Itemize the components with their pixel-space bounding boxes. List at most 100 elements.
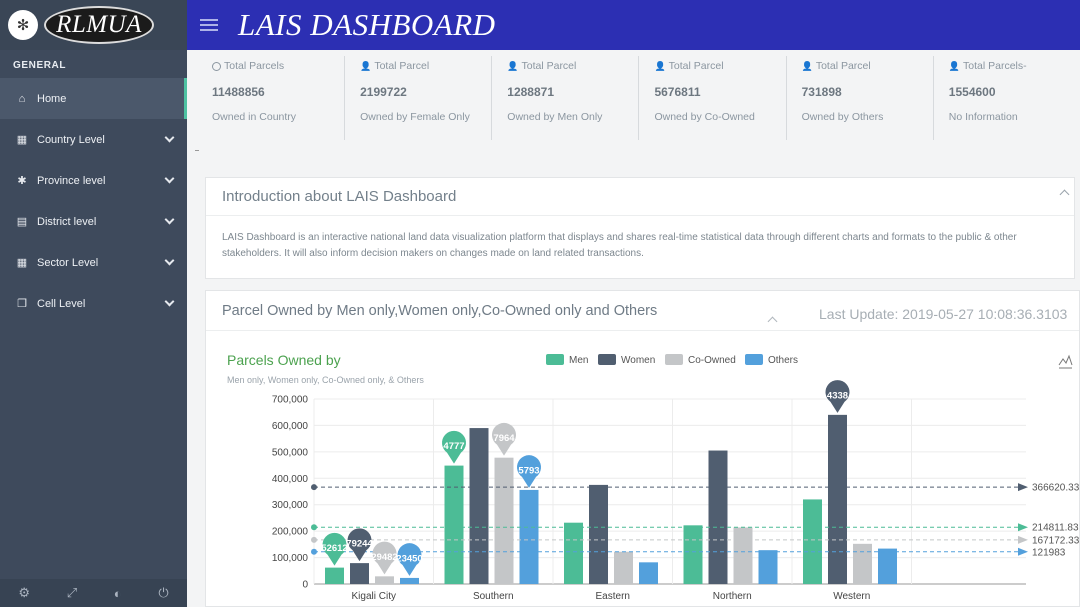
logo-text: RLMUA bbox=[56, 11, 142, 38]
bar bbox=[853, 543, 872, 584]
fullscreen-icon[interactable]: ⤢ bbox=[66, 585, 78, 600]
average-line-arrow bbox=[1018, 523, 1028, 532]
bar bbox=[733, 527, 753, 584]
bar bbox=[683, 525, 703, 584]
stat-label-text: Total Parcel bbox=[521, 60, 577, 72]
menu-toggle-icon[interactable] bbox=[200, 16, 218, 34]
intro-text: LAIS Dashboard is an interactive nationa… bbox=[222, 232, 1017, 259]
legend-swatch bbox=[665, 354, 683, 365]
average-line-label: 121983 bbox=[1032, 547, 1066, 558]
average-line-label: 214811.83 bbox=[1032, 523, 1079, 534]
sidebar-item-home[interactable]: ⌂ Home bbox=[0, 78, 187, 119]
marker-pin bbox=[372, 541, 397, 575]
chevron-down-icon bbox=[164, 173, 175, 184]
y-tick-label: 400,000 bbox=[272, 474, 309, 485]
page-title: LAIS DASHBOARD bbox=[238, 7, 496, 42]
user-icon: 👤 bbox=[801, 60, 813, 71]
marker-pin bbox=[825, 380, 850, 413]
divider bbox=[195, 150, 199, 151]
sidebar-item-country-level[interactable]: ▦ Country Level bbox=[0, 119, 187, 160]
stat-note: No Information bbox=[948, 111, 1018, 123]
bar bbox=[589, 484, 608, 584]
legend-swatch bbox=[745, 354, 763, 365]
intro-panel: Introduction about LAIS Dashboard LAIS D… bbox=[205, 177, 1075, 279]
sidebar-footer: ⚙ ⤢ ◐ ⏻ bbox=[0, 579, 187, 607]
book-icon: ▤ bbox=[16, 216, 28, 228]
paw-icon[interactable]: ✻ bbox=[8, 10, 38, 40]
marker-pin bbox=[397, 543, 422, 576]
x-tick-label: Kigali City bbox=[352, 591, 396, 602]
legend-swatch bbox=[598, 354, 616, 365]
marker-label: 4777 bbox=[443, 441, 464, 452]
legend-label: Co-Owned bbox=[688, 355, 736, 366]
intro-panel-title: Introduction about LAIS Dashboard bbox=[222, 188, 457, 205]
legend-label: Others bbox=[768, 355, 798, 366]
chart-subtitle: Men only, Women only, Co-Owned only, & O… bbox=[227, 375, 424, 385]
bar bbox=[639, 562, 658, 584]
y-tick-label: 300,000 bbox=[272, 500, 309, 511]
last-update-text: Last Update: 2019-05-27 10:08:36.3103 bbox=[819, 306, 1068, 322]
copy-icon: ❐ bbox=[17, 298, 27, 310]
y-tick-label: 500,000 bbox=[272, 447, 309, 458]
home-icon: ⌂ bbox=[18, 92, 26, 105]
sidebar-item-label: Sector Level bbox=[37, 256, 99, 269]
bar bbox=[444, 465, 464, 584]
stat-label-text: Total Parcel bbox=[668, 60, 724, 72]
stat-men-only: 👤 Total Parcel 1288871 Owned by Men Only bbox=[491, 56, 638, 140]
user-icon: 👤 bbox=[654, 60, 666, 71]
marker-label: 23450 bbox=[396, 553, 422, 564]
x-tick-label: Northern bbox=[713, 591, 752, 602]
sidebar-item-sector-level[interactable]: ▦ Sector Level bbox=[0, 242, 187, 283]
sidebar-item-province-level[interactable]: ✱ Province level bbox=[0, 160, 187, 201]
user-icon: 👤 bbox=[360, 60, 372, 71]
sidebar-item-cell-level[interactable]: ❐ Cell Level bbox=[0, 283, 187, 324]
stat-label-text: Total Parcel bbox=[815, 60, 871, 72]
legend-swatch bbox=[546, 354, 564, 365]
gear-icon[interactable]: ⚙ bbox=[18, 585, 30, 600]
intro-panel-header: Introduction about LAIS Dashboard bbox=[206, 178, 1074, 216]
marker-label: 79244 bbox=[346, 539, 373, 550]
bar bbox=[828, 414, 847, 584]
marker-pin bbox=[517, 455, 541, 488]
stat-value: 731898 bbox=[801, 85, 842, 99]
logo[interactable]: RLMUA bbox=[44, 6, 154, 44]
chevron-down-icon bbox=[164, 296, 175, 307]
y-tick-label: 0 bbox=[302, 580, 308, 591]
stat-note: Owned in Country bbox=[212, 111, 297, 123]
power-icon[interactable]: ⏻ bbox=[158, 585, 169, 600]
clock-icon bbox=[212, 61, 221, 71]
bar bbox=[494, 457, 514, 584]
average-line-arrow bbox=[1018, 535, 1028, 544]
sidebar-item-label: Cell Level bbox=[37, 297, 86, 310]
sidebar-item-label: Home bbox=[37, 92, 67, 105]
bar bbox=[758, 550, 778, 584]
stats-row: Total Parcels 11488856 Owned in Country … bbox=[197, 56, 1080, 140]
stat-no-information: 👤 Total Parcels- 1554600 No Information bbox=[932, 56, 1080, 140]
sidebar-item-district-level[interactable]: ▤ District level bbox=[0, 201, 187, 242]
marker-label: 7964 bbox=[493, 433, 515, 444]
bar bbox=[708, 450, 728, 584]
x-tick-label: Southern bbox=[473, 591, 514, 602]
average-line-arrow bbox=[1018, 547, 1028, 556]
y-tick-label: 600,000 bbox=[272, 421, 309, 432]
chart-title: Parcels Owned by bbox=[227, 352, 341, 368]
stat-value: 1554600 bbox=[948, 85, 996, 99]
bar bbox=[469, 428, 489, 584]
stat-note: Owned by Men Only bbox=[507, 111, 603, 123]
stat-value: 5676811 bbox=[654, 85, 701, 99]
stat-label-text: Total Parcel bbox=[374, 60, 430, 72]
marker-pin bbox=[347, 528, 372, 562]
x-tick-label: Eastern bbox=[596, 591, 630, 602]
eye-slash-icon[interactable]: ◐ bbox=[113, 585, 122, 601]
stat-label: 👤 Total Parcel bbox=[360, 60, 491, 72]
bar bbox=[614, 551, 633, 584]
collapse-icon[interactable] bbox=[1059, 189, 1070, 200]
legend-label: Men bbox=[569, 355, 588, 366]
bar bbox=[564, 522, 583, 584]
y-tick-label: 700,000 bbox=[272, 395, 309, 406]
marker-label: 5793 bbox=[518, 465, 539, 476]
chart-panel: Parcel Owned by Men only,Women only,Co-O… bbox=[205, 290, 1080, 607]
bar bbox=[400, 577, 419, 584]
bar bbox=[803, 499, 822, 584]
